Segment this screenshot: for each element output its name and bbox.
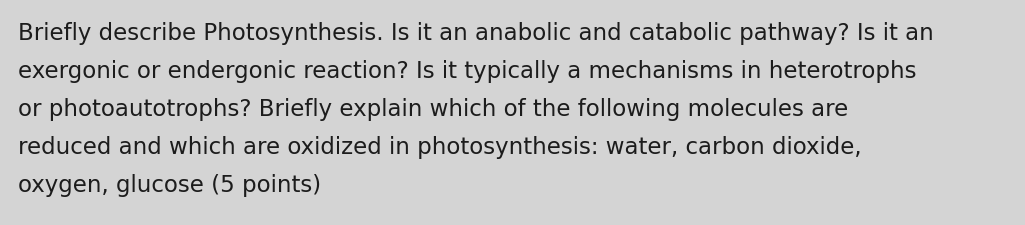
Text: exergonic or endergonic reaction? Is it typically a mechanisms in heterotrophs: exergonic or endergonic reaction? Is it … xyxy=(18,60,916,83)
Text: or photoautotrophs? Briefly explain which of the following molecules are: or photoautotrophs? Briefly explain whic… xyxy=(18,98,849,121)
Text: reduced and which are oxidized in photosynthesis: water, carbon dioxide,: reduced and which are oxidized in photos… xyxy=(18,136,862,159)
Text: oxygen, glucose (5 points): oxygen, glucose (5 points) xyxy=(18,174,321,197)
Text: Briefly describe Photosynthesis. Is it an anabolic and catabolic pathway? Is it : Briefly describe Photosynthesis. Is it a… xyxy=(18,22,934,45)
